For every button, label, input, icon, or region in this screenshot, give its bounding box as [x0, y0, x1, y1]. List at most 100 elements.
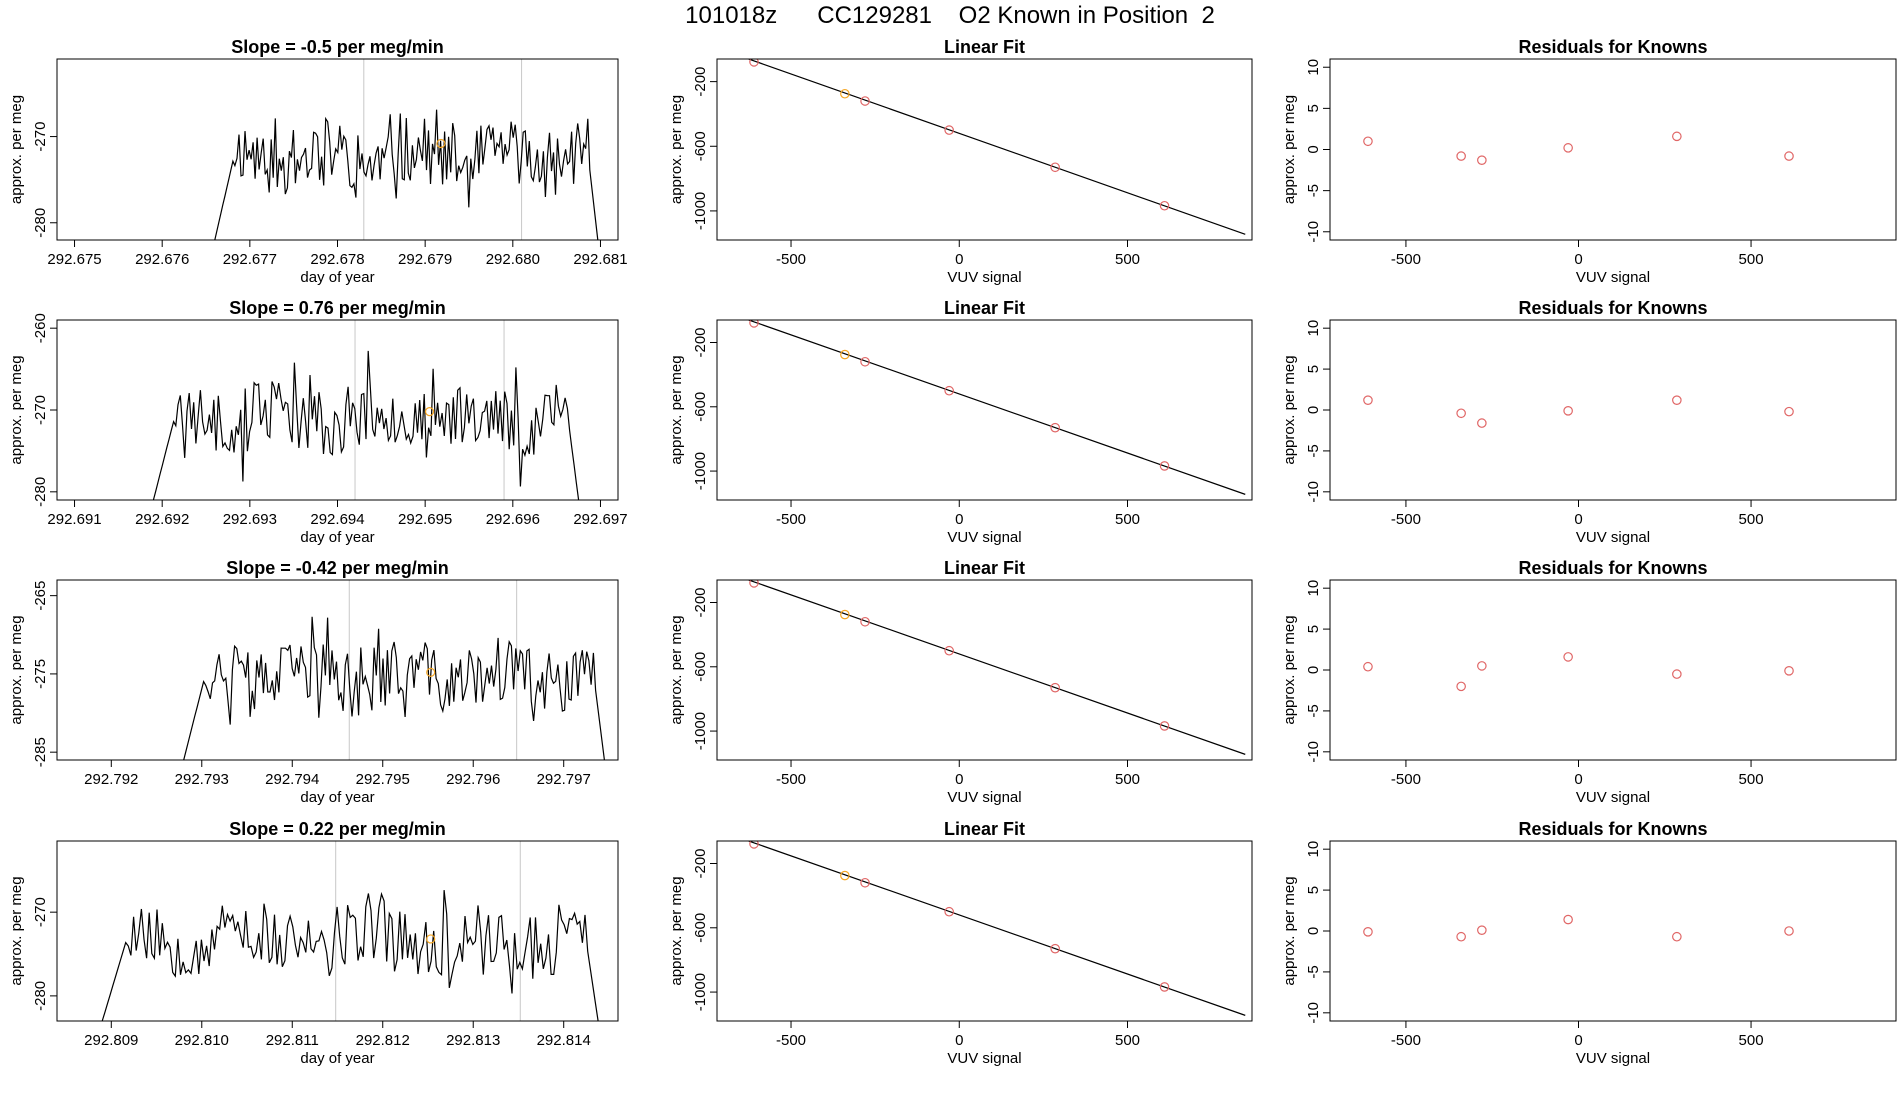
x-axis-label: VUV signal — [947, 529, 1021, 546]
y-tick-label: -10 — [1305, 1002, 1322, 1024]
plot-frame — [716, 58, 1253, 241]
data-point — [1050, 943, 1060, 954]
data-point — [1563, 143, 1573, 153]
x-tick-label: 292.693 — [223, 511, 277, 528]
x-axis-label: VUV signal — [1576, 789, 1650, 806]
series-line — [183, 616, 605, 760]
x-tick-label: 292.681 — [573, 251, 627, 268]
x-tick-label: -500 — [1391, 771, 1421, 788]
x-tick-label: 0 — [1574, 771, 1582, 788]
plot-area — [746, 841, 1246, 1016]
linear-fit-panel-2: Linear Fit -500 0 500 -200 -600 -1000 VUV signa… — [668, 298, 1253, 546]
plot-frame — [1329, 579, 1897, 761]
panel-title: Residuals for Knowns — [1518, 298, 1707, 318]
x-tick-label: 0 — [955, 251, 963, 268]
y-tick-label: -270 — [32, 122, 49, 152]
data-point — [1563, 406, 1573, 416]
x-tick-label: 0 — [1574, 251, 1582, 268]
plot-area — [746, 580, 1246, 755]
x-tick-label: 292.694 — [310, 511, 364, 528]
data-point — [1159, 982, 1170, 992]
y-tick-label: -280 — [32, 981, 49, 1011]
x-axis-label: day of year — [300, 269, 374, 286]
time-series-panel-3: Slope = -0.42 per meg/min 292.792 292.793 2… — [8, 558, 619, 806]
x-tick-label: 500 — [1115, 251, 1140, 268]
plot-area — [1363, 652, 1794, 692]
x-tick-label: 292.796 — [446, 771, 500, 788]
x-tick-label: -500 — [776, 511, 806, 528]
x-axis-label: VUV signal — [947, 1050, 1021, 1067]
y-axis-label: approx. per meg — [1281, 876, 1298, 985]
fit-line — [746, 320, 1246, 495]
data-point — [1159, 200, 1170, 211]
y-axis-label: approx. per meg — [1281, 615, 1298, 724]
x-tick-label: 292.676 — [135, 251, 189, 268]
highlight-point — [436, 138, 446, 149]
y-axis-label: approx. per meg — [8, 615, 25, 724]
residuals-panel-3: Residuals for Knowns -500 0 500 10 5 0 -5 -10 VUV… — [1281, 558, 1897, 806]
data-point — [1050, 422, 1060, 433]
data-point — [1050, 162, 1060, 173]
data-point — [1672, 669, 1682, 679]
y-tick-label: -600 — [692, 652, 709, 682]
data-point — [1784, 406, 1794, 417]
series-line — [152, 350, 580, 500]
fit-line — [746, 841, 1246, 1016]
data-point — [1159, 721, 1170, 731]
y-tick-label: 10 — [1305, 320, 1322, 337]
data-point — [1563, 914, 1573, 925]
data-point — [749, 59, 759, 67]
y-tick-label: -260 — [32, 313, 49, 343]
x-axis-label: day of year — [300, 529, 374, 546]
y-tick-label: -600 — [692, 392, 709, 422]
time-series-panel-4: Slope = 0.22 per meg/min 292.809 292.810 29… — [8, 819, 619, 1067]
y-tick-label: 10 — [1305, 841, 1322, 858]
x-tick-label: 292.697 — [573, 511, 627, 528]
data-point — [749, 320, 759, 328]
plot-frame — [1329, 58, 1897, 241]
x-tick-label: 500 — [1739, 771, 1764, 788]
data-point — [860, 616, 870, 627]
data-point — [944, 125, 954, 135]
y-tick-label: -270 — [32, 395, 49, 425]
plot-frame — [1329, 840, 1897, 1022]
y-axis-label: approx. per meg — [1281, 355, 1298, 464]
y-tick-label: -10 — [1305, 741, 1322, 763]
panel-title: Residuals for Knowns — [1518, 37, 1707, 57]
data-point — [1363, 927, 1373, 937]
x-tick-label: -500 — [1391, 1032, 1421, 1049]
x-tick-label: 292.677 — [223, 251, 277, 268]
data-point — [1784, 926, 1794, 936]
panel-title: Slope = -0.42 per meg/min — [226, 558, 449, 578]
plot-area — [183, 580, 605, 760]
data-point — [1456, 408, 1466, 419]
y-tick-label: -1000 — [692, 712, 709, 750]
series-line — [101, 890, 599, 1021]
x-tick-label: 0 — [1574, 511, 1582, 528]
y-tick-label: -280 — [32, 477, 49, 507]
y-tick-label: -10 — [1305, 481, 1322, 503]
y-axis-label: approx. per meg — [668, 615, 685, 724]
y-tick-label: -200 — [692, 587, 709, 617]
x-axis-label: day of year — [300, 789, 374, 806]
y-tick-label: -10 — [1305, 221, 1322, 243]
x-tick-label: 500 — [1739, 511, 1764, 528]
x-tick-label: 292.675 — [47, 251, 101, 268]
page-title: 101018z CC129281 O2 Known in Position 2 — [685, 2, 1215, 29]
y-tick-label: 0 — [1305, 666, 1322, 674]
plot-area — [1363, 395, 1794, 428]
residuals-panel-1: Residuals for Knowns -500 0 500 10 5 0 -5 -10 VUV… — [1281, 37, 1897, 286]
data-point — [860, 96, 870, 106]
plot-area — [101, 841, 599, 1021]
data-point — [749, 580, 759, 588]
x-tick-label: 0 — [955, 1032, 963, 1049]
y-tick-label: -280 — [32, 208, 49, 238]
panel-title: Linear Fit — [944, 37, 1025, 57]
y-tick-label: 10 — [1305, 59, 1322, 76]
y-tick-label: -600 — [692, 131, 709, 161]
x-tick-label: 292.810 — [175, 1032, 229, 1049]
plot-frame — [56, 840, 619, 1022]
linear-fit-panel-1: Linear Fit -500 0 500 -200 -600 -1000 VUV signa… — [668, 37, 1253, 286]
data-point — [749, 841, 759, 849]
x-tick-label: 292.794 — [265, 771, 319, 788]
